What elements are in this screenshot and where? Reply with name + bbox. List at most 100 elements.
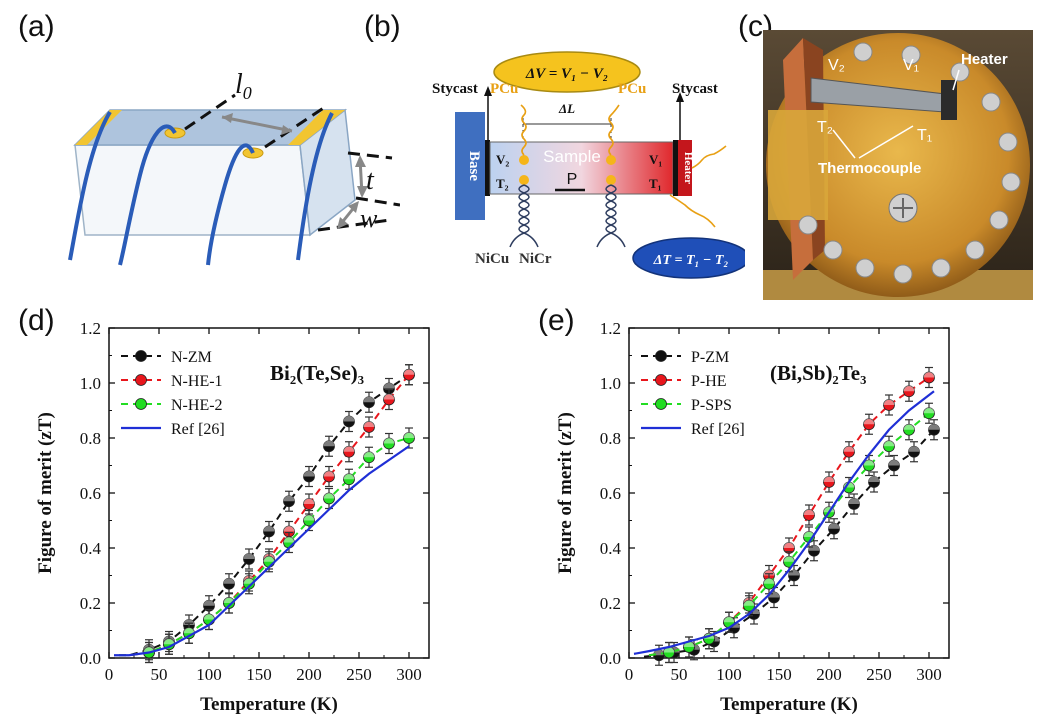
data-point-2 (863, 459, 875, 472)
data-point-0 (868, 476, 880, 488)
compound-annotation: (Bi,Sb)₂Te₃ (770, 361, 866, 385)
series-line-0 (643, 429, 935, 658)
v2-label: V₂ (496, 152, 509, 167)
t2-label: T₂ (496, 176, 509, 191)
dim-line-l0-left (184, 93, 236, 131)
legend-entry-3: Ref [26] (121, 421, 225, 438)
bar-front-face (74, 144, 311, 236)
t1-label: T₁ (649, 176, 662, 191)
x-tick-label: 50 (671, 665, 688, 684)
y-tick-label: 1.2 (600, 319, 621, 338)
data-point-0 (263, 525, 275, 538)
chart-e: 0 50 100 150 200 250 300 0.0 0.2 0.4 0.6 0.8 1.0 1.2 T… (555, 319, 950, 715)
data-point-1 (323, 470, 335, 483)
data-point-2 (763, 577, 775, 590)
y-tick-label: 1.0 (80, 374, 101, 393)
data-point-2 (343, 473, 355, 486)
thermocouple-right-a (596, 184, 617, 248)
x-tick-label: 300 (396, 665, 422, 684)
x-tick-label: 50 (151, 665, 168, 684)
wire-3 (206, 143, 255, 266)
legend-label: N-ZM (171, 349, 212, 366)
heater-block (678, 140, 692, 196)
y-tick-label: 0.2 (80, 594, 101, 613)
thermocouple-block (768, 110, 828, 220)
data-point-1 (863, 418, 875, 431)
measurement-setup-diagram: ΔV = V₁ − V₂ Stycast Stycast PCu PCu ΔL … (432, 51, 745, 279)
wire-2 (118, 124, 177, 266)
x-tick-label: 150 (246, 665, 272, 684)
delta-l-label: ΔL (558, 101, 575, 116)
data-point-0 (303, 470, 315, 483)
data-point-2 (403, 432, 415, 444)
data-point-0 (828, 522, 840, 535)
connector-pins (798, 42, 1021, 284)
x-tick-label: 250 (866, 665, 892, 684)
sample-bar (489, 141, 674, 195)
stycast-left: Stycast (432, 81, 478, 97)
data-point-2 (903, 423, 915, 436)
data-point-1 (923, 371, 935, 384)
y-axis-label: Figure of merit (zT) (35, 412, 56, 574)
delta-v-formula: ΔV = V₁ − V₂ (525, 66, 608, 82)
heater-wire-bottom (669, 194, 716, 228)
nicr-label: NiCr (519, 251, 552, 267)
y-tick-label: 0.8 (600, 429, 621, 448)
data-point-2 (243, 577, 255, 590)
series-line-3 (114, 445, 410, 657)
legend-entry-3: Ref [26] (641, 421, 745, 438)
x-tick-label: 100 (196, 665, 222, 684)
setup-photo: V₂ V₁ Heater T₂ T₁ Thermocouple (763, 30, 1033, 300)
chart-d: 0 50 100 150 200 250 300 0.0 0.2 0.4 0.6 0.8 1.0 1.2 T… (35, 319, 430, 715)
data-point-0 (283, 495, 295, 508)
data-point-0 (243, 553, 255, 565)
y-tick-label: 0.6 (600, 484, 621, 503)
thermocouple-left-b (518, 184, 539, 248)
stycast-right: Stycast (672, 81, 718, 97)
plot-frame (108, 327, 430, 659)
p-label: P (567, 171, 578, 188)
legend-entry-0: P-ZM (641, 349, 729, 366)
nicu-label: NiCu (475, 251, 509, 267)
y-tick-label: 0.4 (80, 539, 102, 558)
data-point-1 (903, 385, 915, 398)
photo-v2-label: V₂ (828, 57, 845, 74)
data-point-2 (363, 451, 375, 464)
panel-label-e: (e) (538, 304, 575, 337)
legend-entry-2: P-SPS (641, 397, 732, 414)
legend-entry-1: N-HE-1 (121, 373, 223, 390)
dim-line-t-bottom (355, 196, 400, 207)
t2-contact (519, 175, 529, 185)
data-point-2 (223, 597, 235, 609)
data-point-0 (888, 459, 900, 472)
delta-v-badge (493, 51, 641, 93)
compound-annotation: Bi₂(Te,Se)₃ (270, 361, 364, 385)
x-axis-label: Temperature (K) (200, 694, 338, 715)
thermocouple-left-a (509, 184, 530, 248)
data-point-1 (363, 421, 375, 433)
x-tick-label: 0 (105, 665, 114, 684)
data-point-1 (343, 445, 355, 458)
t-label: t (366, 165, 375, 196)
v1-contact (606, 155, 616, 165)
x-tick-label: 250 (346, 665, 372, 684)
data-point-2 (743, 599, 755, 612)
sample-label: Sample (543, 147, 601, 166)
data-point-2 (923, 407, 935, 420)
wire-1 (68, 110, 112, 261)
series-line-1 (648, 376, 930, 657)
y-tick-label: 0.0 (600, 649, 621, 668)
y-tick-label: 1.0 (600, 374, 621, 393)
legend-label: N-HE-2 (171, 397, 223, 414)
data-point-1 (403, 368, 415, 381)
t1-contact (606, 175, 616, 185)
w-label: w (360, 204, 378, 233)
data-point-1 (843, 445, 855, 458)
l0-label: l0 (235, 69, 252, 103)
photo-thermocouple-label: Thermocouple (818, 160, 921, 177)
series-line-3 (633, 390, 935, 655)
data-point-0 (928, 423, 940, 436)
legend-label: N-HE-1 (171, 373, 223, 390)
data-point-1 (823, 476, 835, 488)
